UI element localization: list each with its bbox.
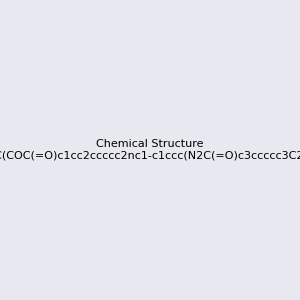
Text: Chemical Structure
O=C(COC(=O)c1cc2ccccc2nc1-c1ccc(N2C(=O)c3ccccc3C2=...: Chemical Structure O=C(COC(=O)c1cc2ccccc… (0, 139, 300, 161)
